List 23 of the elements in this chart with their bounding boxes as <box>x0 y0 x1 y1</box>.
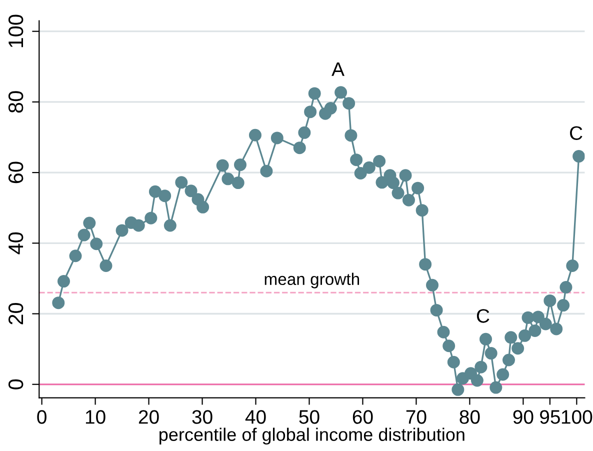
y-tick-label: 80 <box>8 91 24 113</box>
y-tick-label: 40 <box>8 232 24 254</box>
annotation: A <box>332 62 344 76</box>
y-tick-label: 100 <box>8 14 24 48</box>
x-tick-label: 0 <box>37 410 46 424</box>
ref-line-label: mean growth <box>264 272 360 288</box>
x-tick-label: 100 <box>562 410 592 424</box>
x-tick-label: 60 <box>352 410 373 424</box>
y-tick-label: 20 <box>8 302 24 324</box>
x-axis-title: percentile of global income distribution <box>160 428 464 445</box>
x-tick-label: 30 <box>192 410 212 424</box>
x-tick-label: 80 <box>460 410 480 424</box>
annotation: C <box>570 126 582 140</box>
x-tick-label: 40 <box>245 410 266 424</box>
x-tick-label: 20 <box>138 410 159 424</box>
x-tick-label: 70 <box>406 410 426 424</box>
x-tick-label: 50 <box>299 410 320 424</box>
annotation: C <box>476 309 490 323</box>
x-tick-label: 95 <box>540 410 560 424</box>
x-tick-label: 10 <box>86 410 106 424</box>
x-tick-label: 90 <box>513 410 534 424</box>
y-tick-label: 60 <box>8 162 24 184</box>
y-tick-label: 0 <box>8 379 24 390</box>
